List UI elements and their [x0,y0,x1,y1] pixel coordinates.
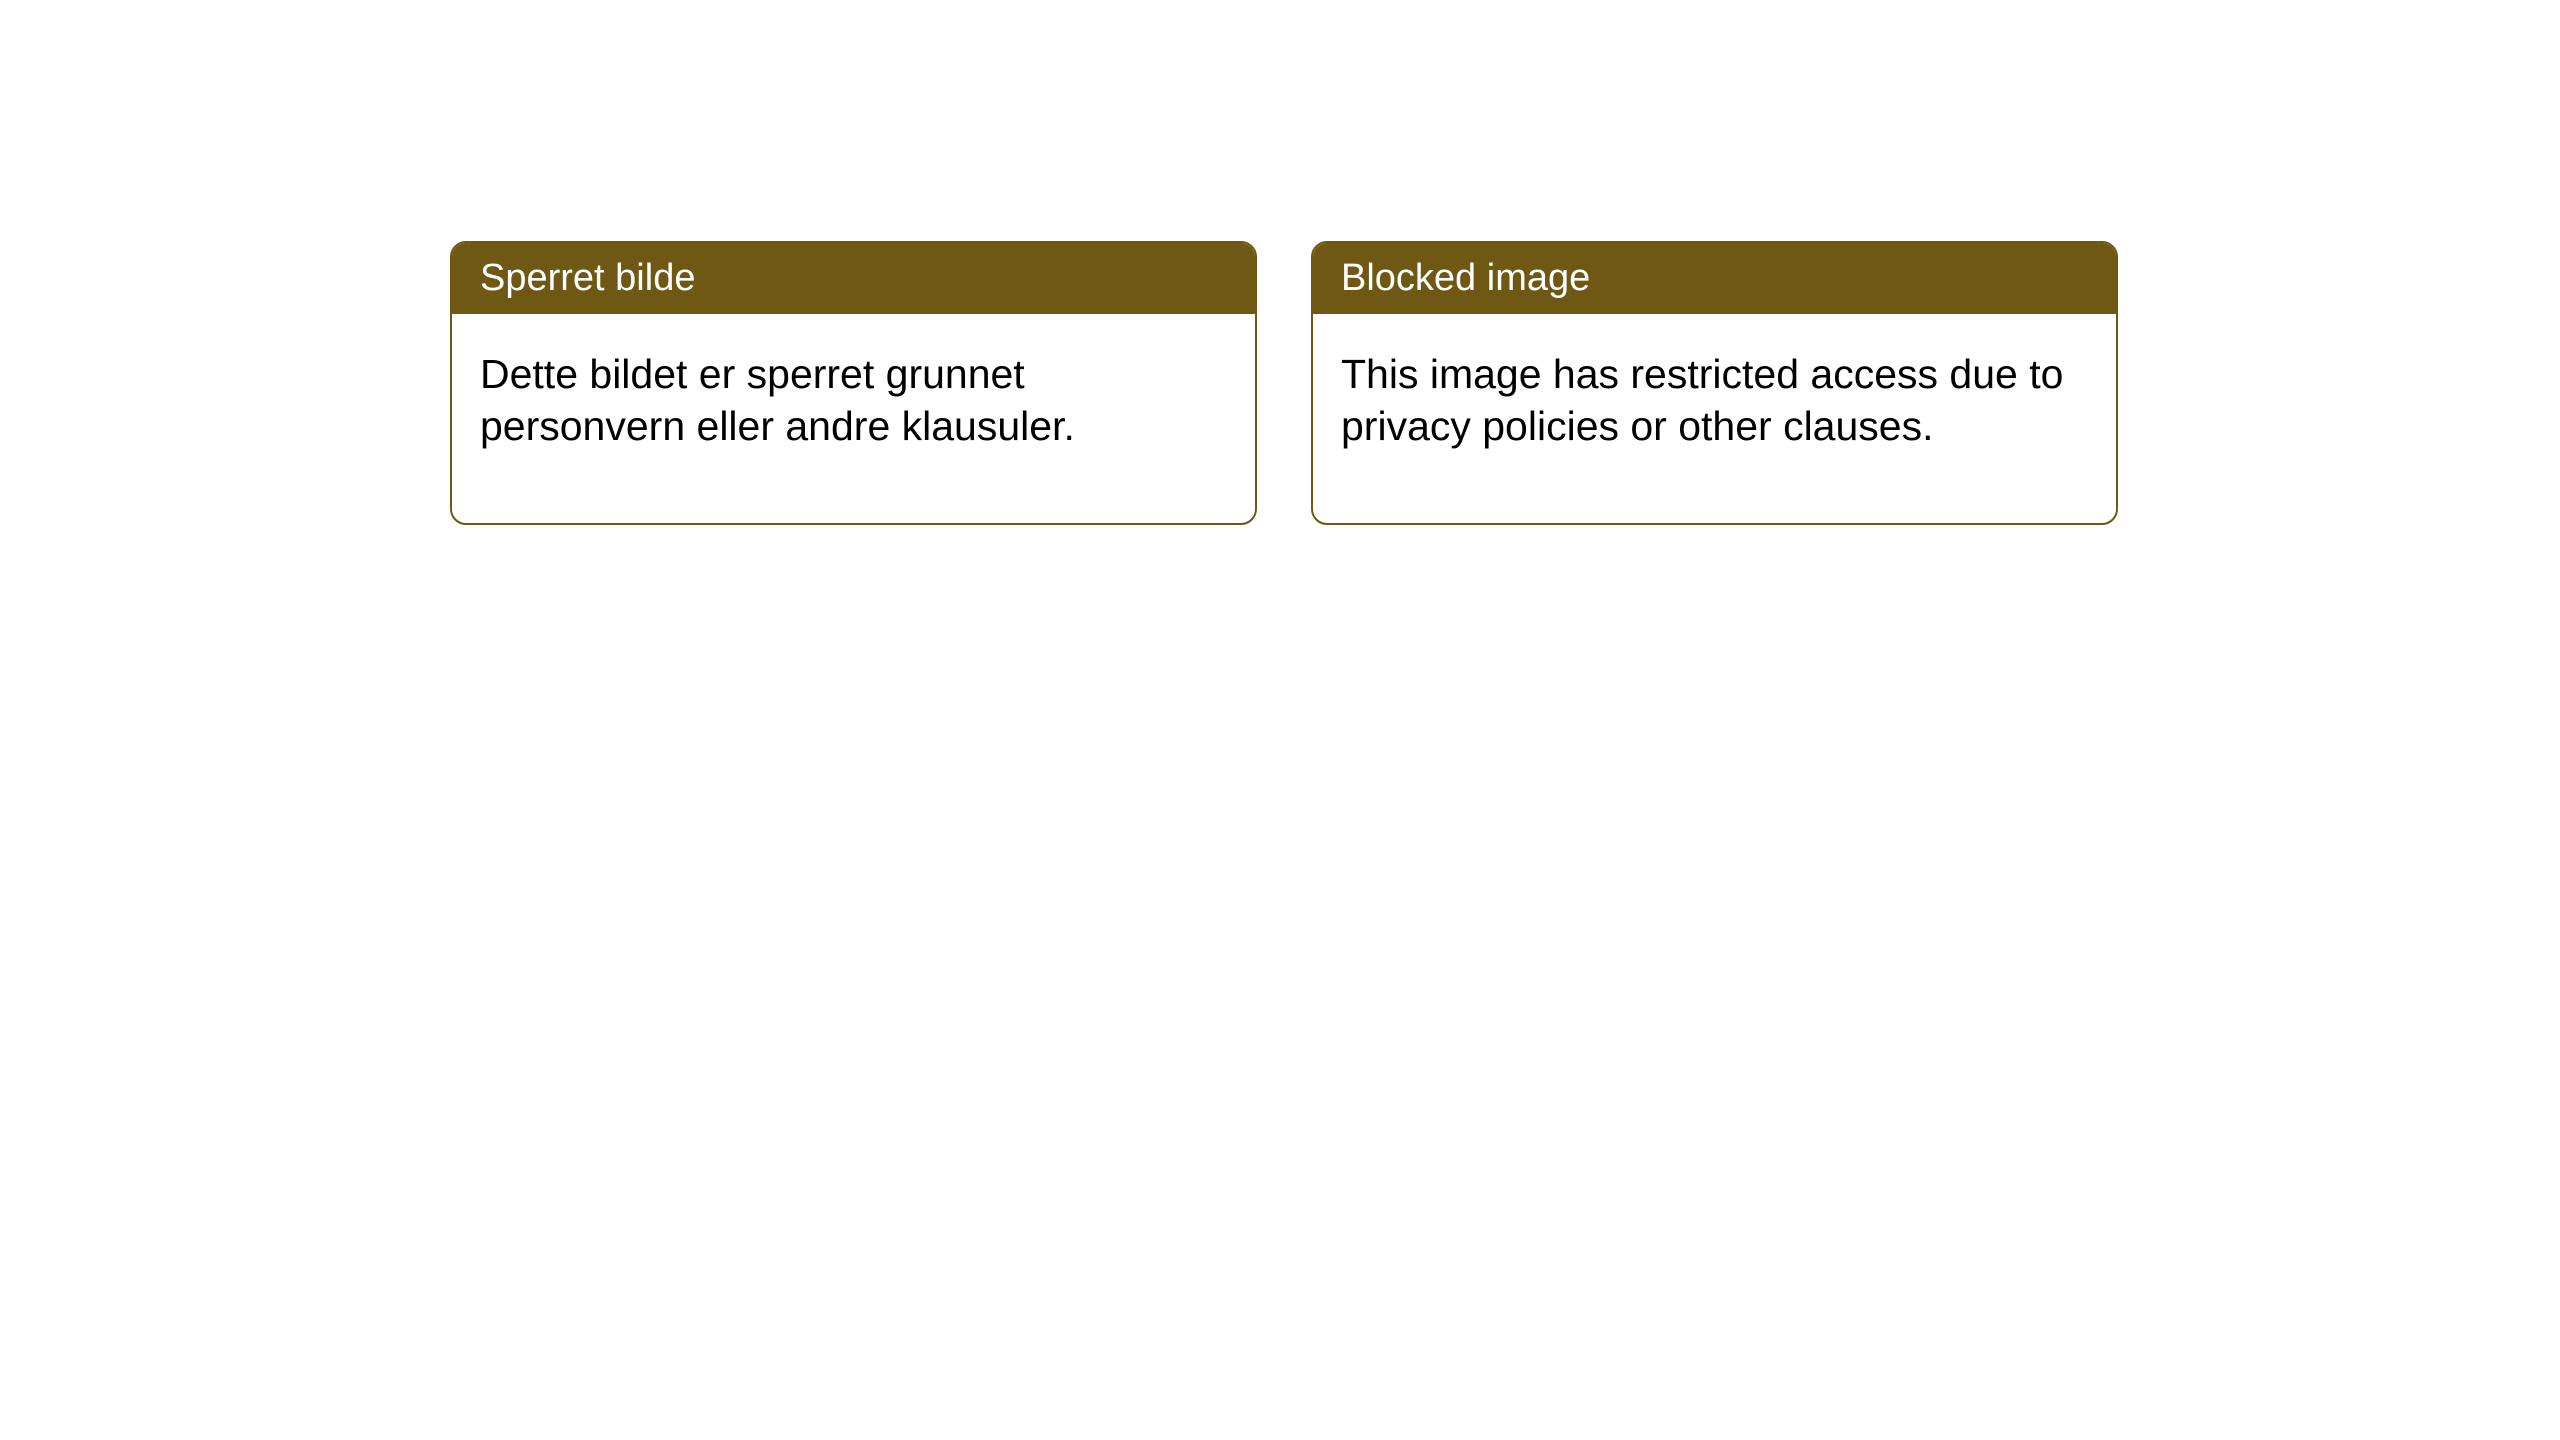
card-header: Sperret bilde [452,243,1255,314]
notice-cards-container: Sperret bilde Dette bildet er sperret gr… [450,241,2118,525]
card-body-text: This image has restricted access due to … [1341,351,2063,449]
card-title: Sperret bilde [480,257,695,299]
card-title: Blocked image [1341,257,1590,299]
card-body-text: Dette bildet er sperret grunnet personve… [480,351,1075,449]
card-body: This image has restricted access due to … [1313,314,2116,523]
notice-card-norwegian: Sperret bilde Dette bildet er sperret gr… [450,241,1257,525]
card-body: Dette bildet er sperret grunnet personve… [452,314,1255,523]
card-header: Blocked image [1313,243,2116,314]
notice-card-english: Blocked image This image has restricted … [1311,241,2118,525]
